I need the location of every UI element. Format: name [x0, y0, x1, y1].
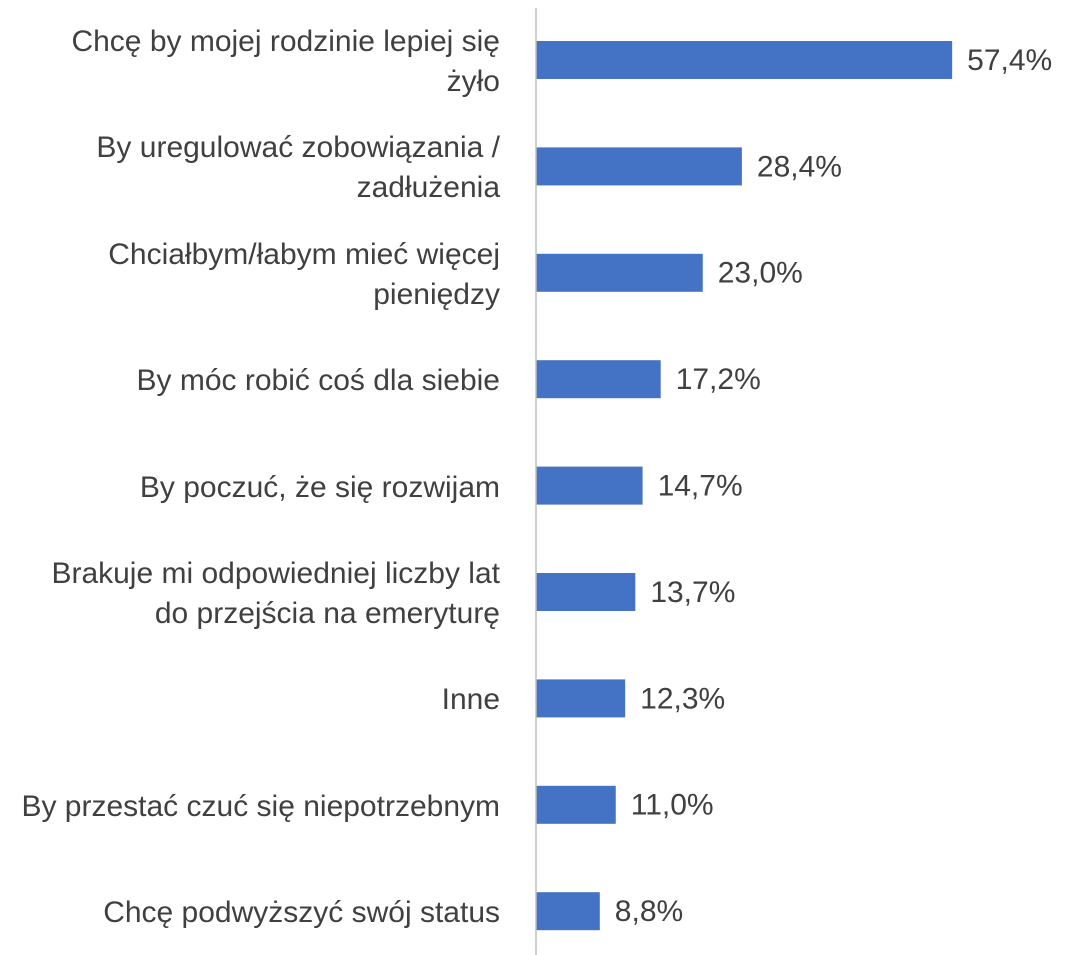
bar: [536, 573, 636, 611]
bar: [536, 679, 626, 718]
bar: [536, 360, 661, 399]
bar: [536, 466, 643, 505]
category-label: By móc robić coś dla siebie: [136, 364, 501, 398]
category-label: Chcę podwyższyć swój status: [103, 896, 500, 930]
bar: [536, 41, 953, 79]
value-label: 17,2%: [676, 363, 761, 396]
value-label: 57,4%: [967, 44, 1052, 77]
category-label: Chcę by mojej rodzinie lepiej się żyło: [71, 25, 500, 98]
category-label: By poczuć, że się rozwijam: [139, 470, 500, 504]
value-label: 8,8%: [615, 895, 683, 928]
category-label: Chciałbym/łabym mieć więcej pieniędzy: [108, 237, 500, 311]
bar: [536, 253, 703, 292]
category-label: By uregulować zobowiązania / zadłużenia: [96, 131, 500, 205]
category-label: By przestać czuć się niepotrzebnym: [21, 789, 500, 823]
bar: [536, 785, 616, 824]
category-label: Brakuje mi odpowiedniej liczby lat do pr…: [51, 557, 500, 630]
value-label: 14,7%: [658, 470, 743, 503]
value-label: 11,0%: [631, 789, 714, 822]
category-label: Inne: [441, 683, 500, 717]
value-label: 13,7%: [650, 576, 735, 609]
value-label: 12,3%: [640, 682, 725, 715]
value-label: 23,0%: [718, 257, 803, 290]
value-label: 28,4%: [757, 150, 842, 183]
bar: [536, 892, 600, 931]
bar: [536, 147, 742, 186]
